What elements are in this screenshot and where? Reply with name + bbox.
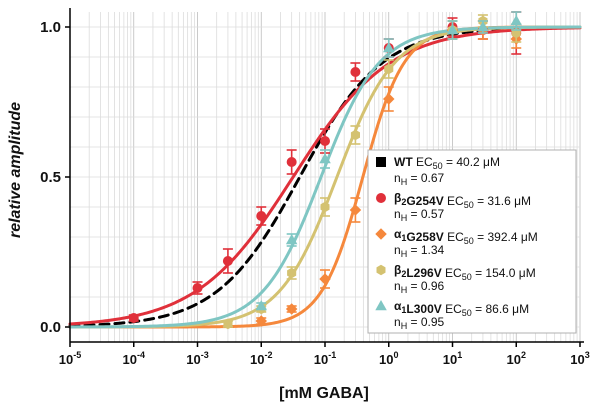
data-point — [350, 129, 360, 141]
y-tick-label: 0.5 — [40, 169, 61, 186]
data-point — [256, 211, 267, 221]
data-point — [255, 315, 267, 327]
data-point — [192, 283, 203, 293]
data-point — [350, 67, 361, 77]
x-tick-label: 10-2 — [250, 350, 272, 367]
data-point — [376, 157, 386, 167]
data-point — [383, 93, 395, 105]
data-point — [510, 15, 522, 26]
data-point — [376, 264, 386, 276]
data-point — [477, 21, 489, 32]
data-point — [319, 273, 331, 285]
grid-lines — [69, 12, 581, 342]
x-tick-label: 10-1 — [314, 350, 336, 367]
legend-entry-label: β2L296V EC50 = 154.0 μM — [394, 263, 536, 282]
x-tick-label: 10-5 — [59, 350, 81, 367]
legend-entry-label: α1G258V EC50 = 392.4 μM — [394, 227, 538, 246]
data-point — [384, 63, 394, 75]
data-point — [286, 157, 297, 167]
data-point — [285, 234, 298, 245]
data-point — [222, 256, 233, 266]
x-axis-label: [mM GABA] — [279, 385, 369, 402]
data-point — [128, 313, 139, 323]
data-points — [128, 11, 522, 330]
legend-entry-nh: nH = 0.67 — [394, 171, 445, 187]
data-point — [223, 318, 233, 330]
axes: 0.0 0.5 1.0 10-5 10-4 10-3 10-2 10-1 100 101 102 10… — [40, 8, 590, 367]
legend-entry-nh: nH = 1.34 — [394, 243, 445, 259]
data-point — [375, 228, 387, 240]
x-tick-label: 102 — [507, 350, 526, 367]
legend-entry-nh: nH = 0.96 — [394, 279, 445, 295]
data-point — [376, 193, 386, 203]
legend-entry-nh: nH = 0.95 — [394, 315, 445, 331]
data-point — [319, 153, 331, 164]
legend-entry-nh: nH = 0.57 — [394, 207, 445, 223]
data-point — [285, 303, 298, 315]
data-point — [320, 201, 330, 213]
x-tick-label: 103 — [570, 350, 589, 367]
data-point — [383, 42, 395, 53]
y-tick-label: 0.0 — [40, 319, 61, 336]
x-tick-label: 101 — [443, 350, 462, 367]
data-point — [255, 300, 267, 311]
legend-box — [367, 149, 577, 334]
data-point — [375, 300, 387, 311]
legend-entry-label: WT EC50 = 40.2 μM — [394, 155, 500, 171]
legend-entry-label: β2G254V EC50 = 31.6 μM — [394, 191, 531, 210]
x-tick-label: 10-4 — [123, 350, 145, 367]
legend-entry-label: α1L300V EC50 = 86.6 μM — [394, 299, 529, 318]
data-point — [320, 136, 330, 146]
data-point — [287, 267, 297, 279]
data-point — [349, 204, 362, 216]
x-tick-label: 100 — [379, 350, 398, 367]
data-point — [446, 24, 459, 35]
y-axis-label: relative amplitude — [7, 102, 24, 238]
x-tick-label: 10-3 — [186, 350, 208, 367]
y-tick-label: 1.0 — [40, 19, 61, 36]
